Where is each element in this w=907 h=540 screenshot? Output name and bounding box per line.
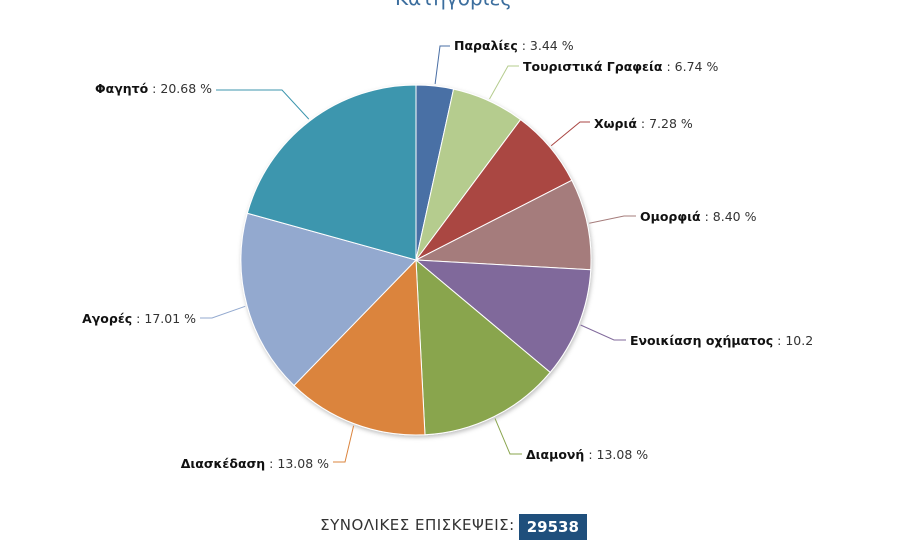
slice-label: Χωριά : 7.28 % <box>594 116 693 131</box>
slice-label-value: : 13.08 % <box>584 447 648 462</box>
slice-label: Διασκέδαση : 13.08 % <box>181 456 329 471</box>
slice-label-value: : 8.40 % <box>701 209 757 224</box>
total-visits-label: ΣΥΝΟΛΙΚΕΣ ΕΠΙΣΚΕΨΕΙΣ: <box>320 516 515 534</box>
slice-label-value: : 7.28 % <box>637 116 693 131</box>
slice-label-name: Διαμονή <box>526 447 584 462</box>
slice-label: Ομορφιά : 8.40 % <box>640 209 757 224</box>
slice-connector <box>550 121 590 147</box>
slice-connector <box>580 324 626 341</box>
pie-slice[interactable] <box>293 258 426 436</box>
pie-slice[interactable] <box>415 258 551 436</box>
slice-label-name: Τουριστικά Γραφεία <box>523 59 663 74</box>
total-visits-value: 29538 <box>518 514 587 540</box>
slice-label-name: Διασκέδαση <box>181 456 266 471</box>
slice-connector <box>200 305 246 319</box>
slice-connector <box>489 65 519 100</box>
slice-connector <box>434 45 450 85</box>
slice-label: Τουριστικά Γραφεία : 6.74 % <box>523 59 718 74</box>
slice-label-name: Φαγητό <box>95 81 149 96</box>
slice-label-value: : 3.44 % <box>518 38 574 53</box>
slice-connector <box>216 89 310 120</box>
slice-label-value: : 6.74 % <box>662 59 718 74</box>
slice-connector <box>333 425 355 463</box>
slice-label-name: Χωριά <box>594 116 637 131</box>
slice-label-value: : 20.68 % <box>148 81 212 96</box>
slice-label-name: Ενοικίαση οχήματος <box>630 333 773 348</box>
pie-slice[interactable] <box>414 179 592 271</box>
pie-chart: Παραλίες : 3.44 % Τουριστικά Γραφεία : 6.… <box>82 38 813 471</box>
pie-slice[interactable] <box>414 259 592 374</box>
chart-title: Κατηγορίες <box>0 0 907 10</box>
slice-label-value: : 13.08 % <box>265 456 329 471</box>
slice-label: Ενοικίαση οχήματος : 10.2 <box>630 333 813 348</box>
pie-slice[interactable] <box>240 212 417 387</box>
visits-footer: ΣΥΝΟΛΙΚΕΣ ΕΠΙΣΚΕΨΕΙΣ: 29538 <box>0 514 907 540</box>
slice-connector <box>494 418 522 455</box>
pie-slice[interactable] <box>246 84 417 261</box>
slice-label-value: : 10.2 <box>773 333 813 348</box>
slice-label: Διαμονή : 13.08 % <box>526 447 648 462</box>
slice-label: Αγορές : 17.01 % <box>82 311 196 326</box>
slice-label-value: : 17.01 % <box>132 311 196 326</box>
slice-label: Παραλίες : 3.44 % <box>454 38 574 53</box>
slice-label-name: Αγορές <box>82 311 132 326</box>
slice-connector <box>589 215 636 224</box>
slice-label: Φαγητό : 20.68 % <box>95 81 212 96</box>
slice-label-name: Παραλίες <box>454 38 518 53</box>
slice-label-name: Ομορφιά <box>640 209 701 224</box>
